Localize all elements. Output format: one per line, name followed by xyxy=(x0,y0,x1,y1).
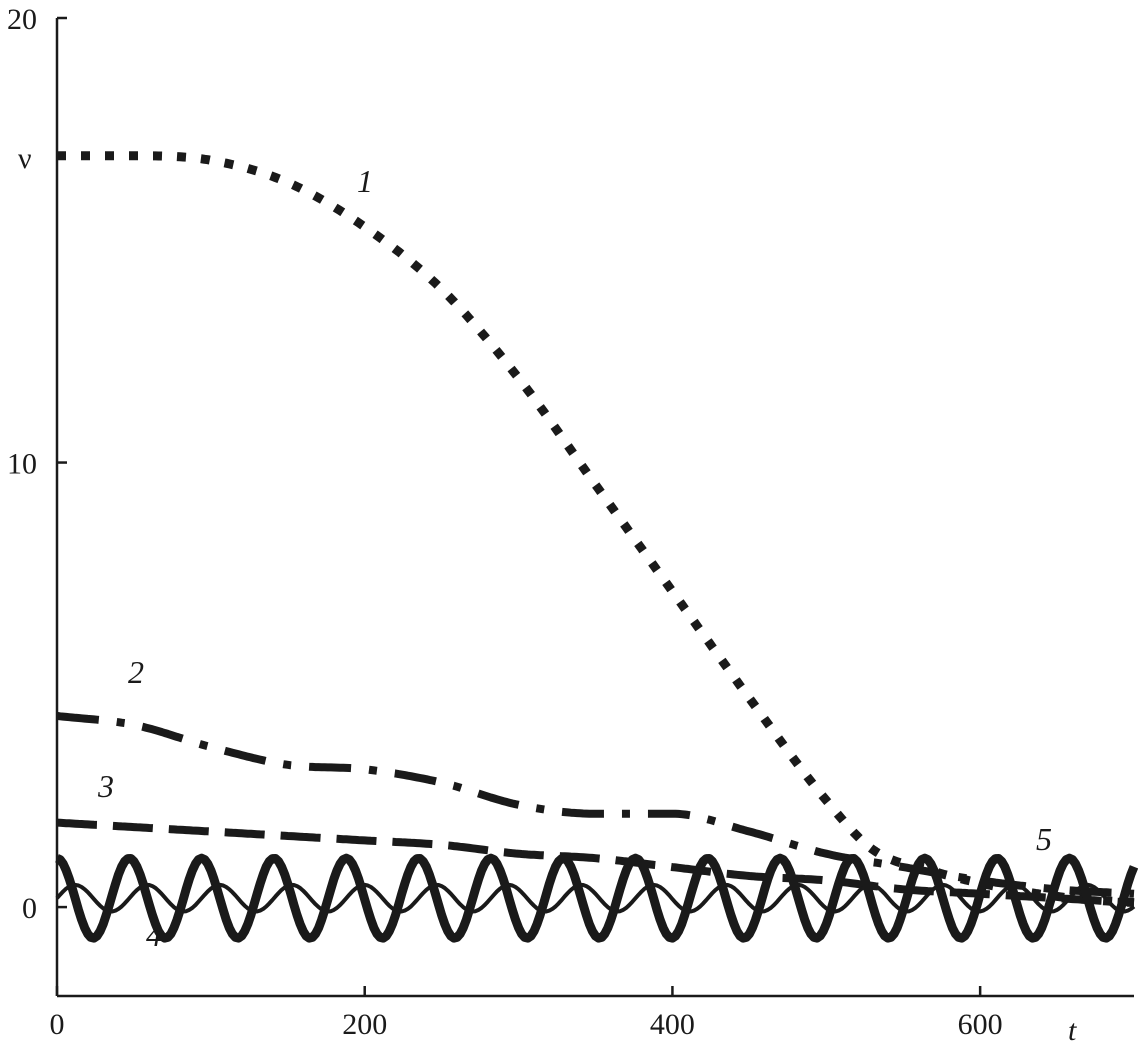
series-layer xyxy=(55,151,1138,943)
series-2-line xyxy=(56,711,1135,898)
series-3-label: 3 xyxy=(97,768,114,804)
series-4-line xyxy=(55,882,1136,914)
y-tick-label-1: 10 xyxy=(7,448,37,481)
y-tick-label-0: 0 xyxy=(22,892,37,925)
series-5-label: 5 xyxy=(1036,821,1052,857)
labels: ν t xyxy=(18,142,1077,1047)
axes xyxy=(55,18,1134,998)
x-axis-label: t xyxy=(1068,1014,1077,1047)
x-tick-label-2: 400 xyxy=(650,1008,695,1041)
series-4-label: 4 xyxy=(146,917,162,953)
y-axis-label: ν xyxy=(18,142,32,175)
series-2-label: 2 xyxy=(128,654,144,690)
curve-labels: 1 2 3 4 5 xyxy=(97,163,1052,953)
x-tick-label-1: 200 xyxy=(342,1008,387,1041)
x-tick-label-0: 0 xyxy=(50,1008,65,1041)
series-1-line xyxy=(55,151,1136,908)
series-1-label: 1 xyxy=(357,163,373,199)
x-tick-label-3: 600 xyxy=(958,1008,1003,1041)
series-5-line xyxy=(55,853,1138,943)
y-tick-label-2: 20 xyxy=(7,3,37,36)
